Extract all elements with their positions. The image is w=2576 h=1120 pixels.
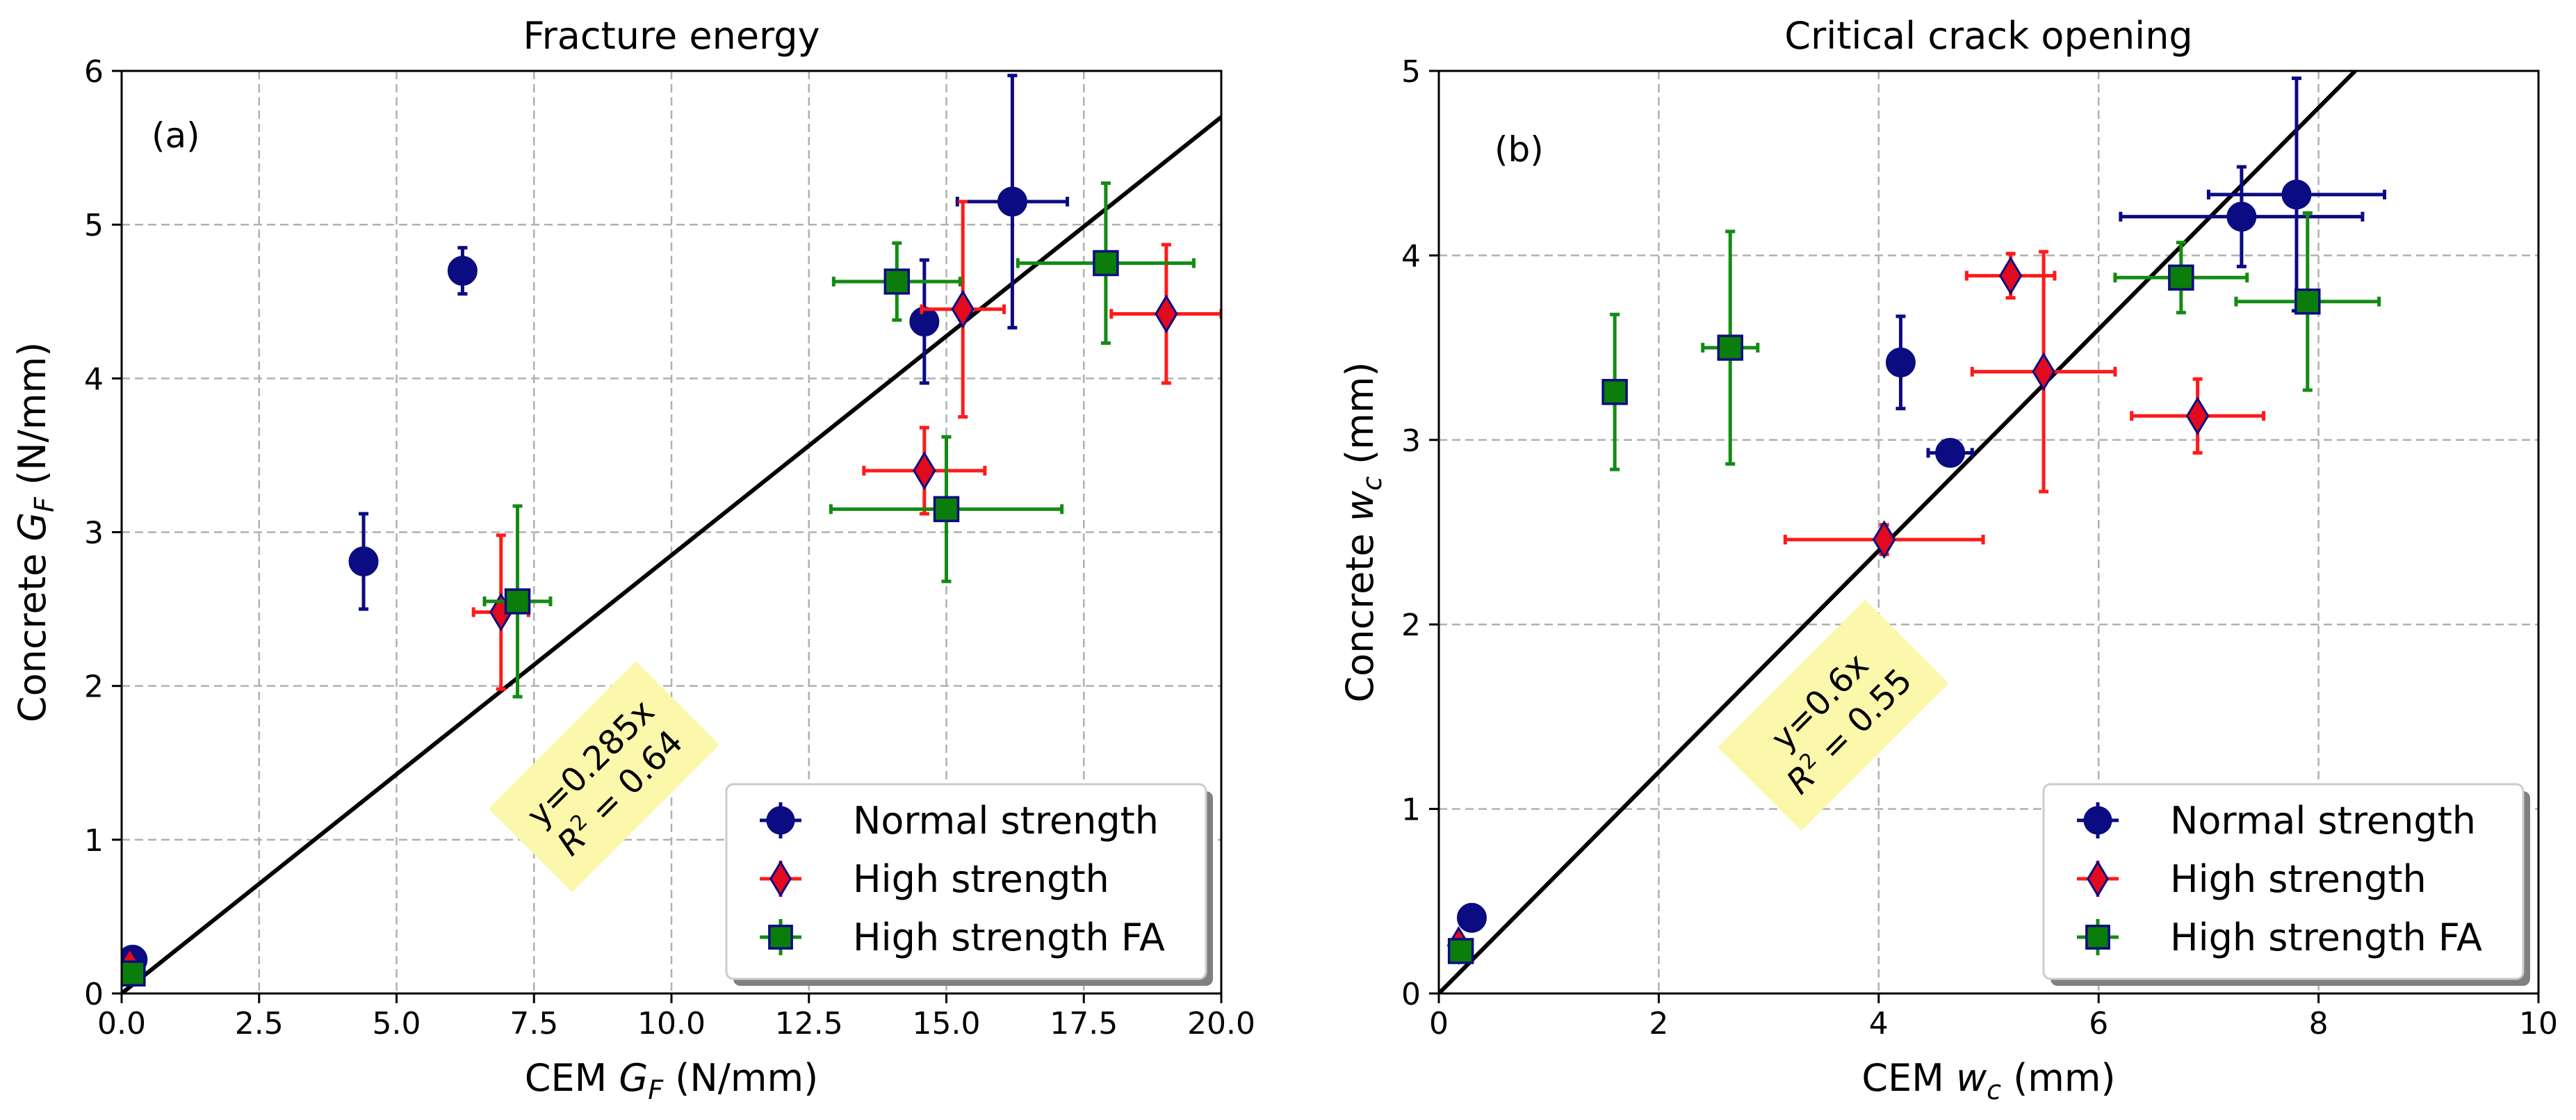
data-point-diamond bbox=[1998, 256, 2023, 295]
legend-marker-square bbox=[2085, 925, 2110, 950]
x-tick-label: 0 bbox=[1429, 1006, 1449, 1041]
chart-title: Critical crack opening bbox=[1784, 14, 2192, 58]
data-point-square bbox=[1717, 334, 1743, 361]
data-point-square bbox=[1447, 938, 1474, 964]
data-point-circle bbox=[2226, 202, 2257, 232]
y-axis-label: Concrete wc (mm) bbox=[1338, 362, 1387, 702]
legend-marker-circle bbox=[2083, 806, 2112, 835]
legend-label: High strength FA bbox=[853, 916, 1165, 959]
annotation-box bbox=[488, 661, 720, 893]
x-tick-label: 10.0 bbox=[637, 1006, 706, 1041]
x-tick-label: 4 bbox=[1869, 1006, 1889, 1041]
series-circle bbox=[1456, 76, 2387, 933]
y-tick-label: 1 bbox=[84, 823, 104, 859]
plot-area bbox=[1439, 71, 2387, 993]
legend-label: High strength FA bbox=[2170, 916, 2482, 959]
chart-title: Fracture energy bbox=[523, 14, 820, 58]
x-tick-label: 2.5 bbox=[235, 1006, 284, 1041]
x-tick-label: 8 bbox=[2309, 1006, 2329, 1041]
data-point-square bbox=[2294, 289, 2321, 315]
data-point-circle bbox=[997, 186, 1027, 217]
data-point-circle bbox=[348, 546, 379, 577]
chart-panel-a: 0.0 2.5 5.0 7.5 10.0 12.5 15.0 17.5 20.0 0 1 2 3 4 5 6 F… bbox=[10, 14, 1255, 1105]
legend-label: Normal strength bbox=[853, 799, 1159, 843]
x-tick-label: 12.5 bbox=[775, 1006, 843, 1041]
x-axis-label: CEM wc (mm) bbox=[1861, 1056, 2115, 1105]
panel-label: (a) bbox=[152, 115, 200, 156]
panel-label: (b) bbox=[1494, 129, 1544, 170]
y-tick-label: 2 bbox=[84, 669, 104, 705]
legend-box bbox=[725, 783, 1207, 980]
x-tick-label: 10 bbox=[2519, 1006, 2558, 1041]
x-tick-label: 5.0 bbox=[373, 1006, 421, 1041]
annotation-box bbox=[1718, 599, 1949, 831]
x-tick-label: 17.5 bbox=[1050, 1006, 1118, 1041]
data-point-diamond bbox=[951, 289, 975, 329]
y-tick-label: 3 bbox=[1401, 423, 1421, 459]
data-point-diamond bbox=[2032, 352, 2055, 391]
y-tick-label: 5 bbox=[84, 208, 104, 243]
y-tick-label: 1 bbox=[1401, 793, 1421, 828]
legend-box bbox=[2042, 783, 2525, 980]
data-point-square bbox=[2168, 264, 2194, 291]
x-tick-label: 20.0 bbox=[1187, 1006, 1255, 1041]
data-point-square bbox=[504, 588, 531, 615]
data-point-diamond bbox=[913, 451, 936, 490]
y-tick-label: 3 bbox=[84, 516, 104, 551]
data-point-square bbox=[933, 496, 960, 523]
legend-marker-square bbox=[768, 925, 793, 950]
data-point-circle bbox=[1885, 347, 1916, 378]
legend-marker-diamond bbox=[2087, 860, 2109, 898]
x-tick-label: 6 bbox=[2089, 1006, 2108, 1041]
x-axis-label: CEM GF (N/mm) bbox=[525, 1056, 818, 1105]
data-point-square bbox=[122, 960, 146, 987]
data-point-circle bbox=[1935, 437, 1966, 468]
plot-area bbox=[122, 74, 1221, 993]
legend-label: High strength bbox=[853, 857, 1109, 901]
x-tick-label: 15.0 bbox=[913, 1006, 981, 1041]
series-square bbox=[122, 181, 1196, 987]
series-square bbox=[1447, 211, 2381, 964]
data-point-square bbox=[1601, 379, 1628, 405]
y-tick-label: 5 bbox=[1401, 54, 1421, 90]
y-axis-label: Concrete GF (N/mm) bbox=[10, 342, 60, 722]
data-point-square bbox=[883, 268, 911, 295]
legend: Normal strength High strength High strengt… bbox=[2042, 783, 2530, 986]
chart-panel-b: 0 2 4 6 8 10 0 1 2 3 4 5 Critical crack opening CEM w… bbox=[1338, 14, 2558, 1105]
axes-frame bbox=[1437, 70, 2540, 995]
legend-marker-diamond bbox=[769, 860, 792, 898]
data-point-circle bbox=[1456, 902, 1487, 933]
x-tick-label: 0.0 bbox=[97, 1006, 146, 1041]
legend: Normal strength High strength High strengt… bbox=[725, 783, 1213, 986]
x-tick-label: 2 bbox=[1649, 1006, 1668, 1041]
y-tick-label: 6 bbox=[84, 54, 104, 90]
y-tick-label: 0 bbox=[84, 977, 104, 1012]
y-tick-label: 2 bbox=[1401, 608, 1421, 643]
data-point-circle bbox=[447, 256, 478, 286]
x-tick-label: 7.5 bbox=[510, 1006, 558, 1041]
data-point-diamond bbox=[1155, 294, 1178, 334]
legend-label: High strength bbox=[2170, 857, 2427, 901]
data-point-square bbox=[1093, 250, 1119, 277]
data-point-diamond bbox=[2185, 396, 2210, 436]
y-tick-label: 4 bbox=[84, 362, 104, 397]
data-point-circle bbox=[909, 307, 940, 337]
y-tick-label: 4 bbox=[1401, 238, 1421, 274]
y-tick-label: 0 bbox=[1401, 977, 1421, 1012]
data-point-diamond bbox=[1872, 520, 1896, 560]
data-point-circle bbox=[2281, 179, 2312, 210]
legend-label: Normal strength bbox=[2170, 799, 2476, 843]
legend-marker-circle bbox=[766, 806, 795, 835]
